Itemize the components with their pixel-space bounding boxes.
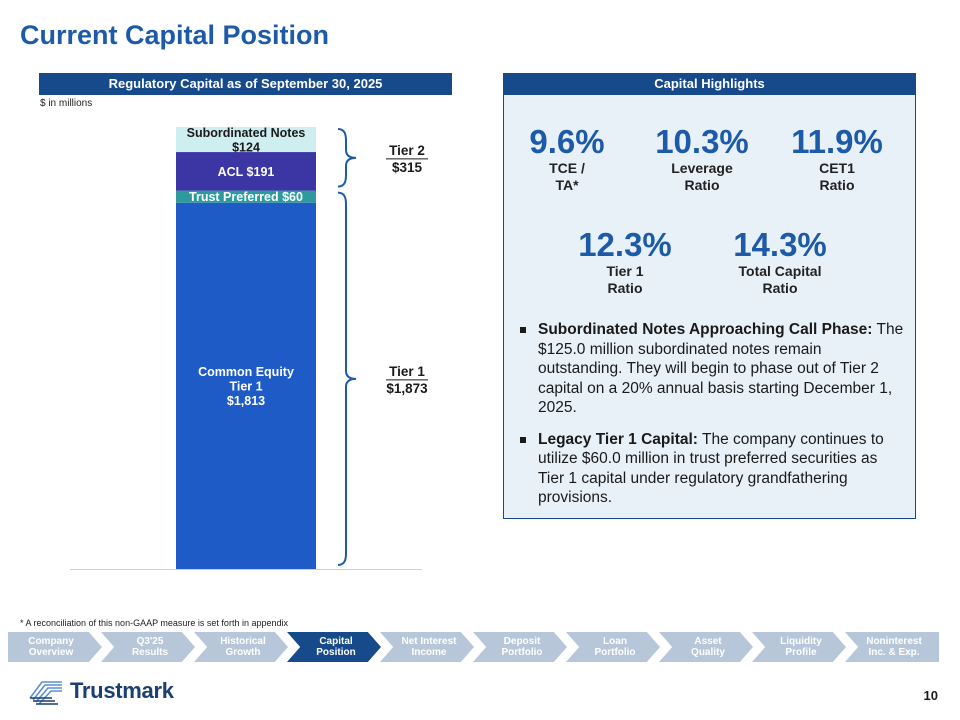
bar-segment-trust-preferred <box>176 190 316 203</box>
regulatory-capital-header: Regulatory Capital as of September 30, 2… <box>39 73 452 95</box>
bar-label: Common Equity <box>198 365 294 379</box>
bar-label: ACL $191 <box>218 165 275 179</box>
bar-label: Subordinated Notes <box>187 126 306 140</box>
units-note: $ in millions <box>40 98 93 109</box>
nav-liquidity-profile[interactable]: Liquidity Profile <box>752 632 846 662</box>
nav-loan-portfolio[interactable]: Loan Portfolio <box>566 632 660 662</box>
capital-highlights-panel <box>503 95 916 519</box>
nav-label: Capital Position <box>316 636 356 658</box>
capital-highlights-header: Capital Highlights <box>503 73 916 95</box>
metric-leverage-ratio: 10.3% Leverage Ratio <box>642 124 762 194</box>
bullet-legacy-tier1: Legacy Tier 1 Capital: The company conti… <box>520 430 905 508</box>
highlights-bullets: Subordinated Notes Approaching Call Phas… <box>520 320 905 520</box>
metric-label: Ratio <box>762 280 798 296</box>
page-title: Current Capital Position <box>20 20 330 50</box>
nav-label: Asset Quality <box>691 636 725 658</box>
metric-label: TA* <box>555 177 579 193</box>
metric-label: Ratio <box>607 280 643 296</box>
trustmark-logo-icon <box>29 681 62 705</box>
nav-label: Historical Growth <box>220 636 266 658</box>
tier-1-brace <box>337 191 357 566</box>
nav-label: Q3'25 Results <box>131 636 169 658</box>
metric-total-capital-ratio: 14.3% Total Capital Ratio <box>720 227 840 297</box>
tier-2-brace <box>337 128 357 188</box>
metric-label: Leverage <box>671 160 733 176</box>
tier-1-value: $1,873 <box>386 381 428 396</box>
nav-company-overview[interactable]: Company Overview <box>8 632 102 662</box>
trustmark-logo: Trustmark <box>28 676 174 706</box>
metric-label: Total Capital <box>738 263 822 279</box>
nav-label: Deposit Portfolio <box>501 636 543 658</box>
nav-asset-quality[interactable]: Asset Quality <box>659 632 753 662</box>
logo-wordmark: Trustmark <box>70 678 174 703</box>
nav-label: Loan Portfolio <box>594 636 636 658</box>
page-number: 10 <box>923 688 938 703</box>
metric-label: Tier 1 <box>606 263 644 279</box>
nav-historical-growth[interactable]: Historical Growth <box>194 632 288 662</box>
metric-cet1-ratio: 11.9% CET1 Ratio <box>777 124 897 194</box>
bullet-title: Subordinated Notes Approaching Call Phas… <box>538 321 873 338</box>
tier-2-label: Tier 2 <box>389 143 425 158</box>
metric-value: 9.6% <box>529 123 605 160</box>
bar-label: $1,813 <box>227 394 265 408</box>
metric-tce-ta: 9.6% TCE / TA* <box>507 124 627 194</box>
tier-1-label: Tier 1 <box>389 364 425 379</box>
bullet-text: The company continues to utilize $60.0 m… <box>538 430 884 507</box>
nav-label: Noninterest Inc. & Exp. <box>866 636 922 658</box>
bar-segment-subordinated-notes <box>176 127 316 153</box>
nav-q3-results[interactable]: Q3'25 Results <box>101 632 195 662</box>
nav-noninterest-inc-exp[interactable]: Noninterest Inc. & Exp. <box>845 632 939 662</box>
nav-capital-position[interactable]: Capital Position <box>287 632 381 662</box>
bar-label: $124 <box>232 140 260 154</box>
metric-value: 10.3% <box>655 123 749 160</box>
bar-label: Trust Preferred $60 <box>189 190 303 204</box>
metric-value: 12.3% <box>578 226 672 263</box>
nav-deposit-portfolio[interactable]: Deposit Portfolio <box>473 632 567 662</box>
metric-label: CET1 <box>819 160 855 176</box>
bullet-title: Legacy Tier 1 Capital: <box>538 430 698 448</box>
tier-2-value: $315 <box>392 160 423 175</box>
metric-label: TCE / <box>549 160 585 176</box>
bar-label: Tier 1 <box>229 379 262 393</box>
nav-label: Net Interest Income <box>401 636 457 658</box>
metric-label: Ratio <box>684 177 720 193</box>
section-navbar: Company Overview Q3'25 Results Historical… <box>8 632 954 662</box>
bar-segment-common-equity-tier-1 <box>176 202 316 569</box>
bar-segment-acl <box>176 152 316 191</box>
nav-label: Liquidity Profile <box>780 636 822 658</box>
bullet-sub-notes: Subordinated Notes Approaching Call Phas… <box>520 320 905 418</box>
nav-label: Company Overview <box>28 636 74 658</box>
bullet-text: The $125.0 million subordinated notes re… <box>538 321 904 416</box>
footnote: * A reconciliation of this non-GAAP meas… <box>20 618 288 628</box>
metric-label: Ratio <box>819 177 855 193</box>
metric-value: 14.3% <box>733 226 827 263</box>
metric-tier1-ratio: 12.3% Tier 1 Ratio <box>565 227 685 297</box>
metric-value: 11.9% <box>791 123 883 160</box>
nav-net-interest-income[interactable]: Net Interest Income <box>380 632 474 662</box>
